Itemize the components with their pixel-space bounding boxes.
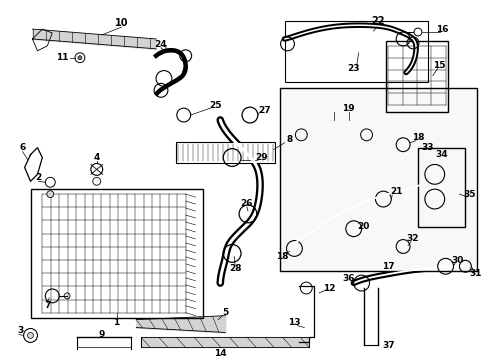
Text: 37: 37 bbox=[381, 341, 394, 350]
Text: 29: 29 bbox=[255, 153, 267, 162]
Text: 4: 4 bbox=[93, 153, 100, 162]
Circle shape bbox=[47, 191, 54, 198]
Text: 36: 36 bbox=[342, 274, 354, 283]
Text: 21: 21 bbox=[389, 186, 402, 195]
Text: 13: 13 bbox=[287, 318, 300, 327]
Text: 18: 18 bbox=[411, 133, 423, 142]
Text: 15: 15 bbox=[432, 61, 445, 70]
Text: 22: 22 bbox=[371, 16, 385, 26]
Circle shape bbox=[78, 56, 82, 60]
Text: 24: 24 bbox=[154, 40, 167, 49]
Bar bbox=[284, 21, 427, 82]
Bar bbox=[386, 41, 447, 112]
Text: 14: 14 bbox=[214, 349, 226, 358]
Text: 2: 2 bbox=[35, 173, 41, 182]
Text: 3: 3 bbox=[18, 326, 24, 335]
Text: 11: 11 bbox=[56, 53, 68, 62]
Text: 5: 5 bbox=[222, 308, 228, 317]
Text: 28: 28 bbox=[228, 264, 241, 273]
Bar bbox=[176, 142, 274, 163]
Text: 33: 33 bbox=[421, 143, 433, 152]
Text: 25: 25 bbox=[209, 101, 221, 110]
Text: 1: 1 bbox=[113, 318, 120, 327]
Bar bbox=[417, 148, 465, 227]
Text: 20: 20 bbox=[357, 222, 369, 231]
Text: 7: 7 bbox=[44, 301, 50, 310]
Text: 32: 32 bbox=[406, 234, 418, 243]
Text: 34: 34 bbox=[434, 150, 447, 159]
Text: 23: 23 bbox=[347, 64, 359, 73]
Text: 27: 27 bbox=[258, 105, 270, 114]
Text: 12: 12 bbox=[322, 284, 335, 293]
Circle shape bbox=[27, 333, 33, 338]
Text: 10: 10 bbox=[115, 18, 128, 28]
Text: 9: 9 bbox=[98, 330, 104, 339]
Text: 19: 19 bbox=[342, 104, 354, 113]
Text: 30: 30 bbox=[450, 256, 463, 265]
Text: 8: 8 bbox=[286, 135, 292, 144]
Text: 6: 6 bbox=[20, 143, 26, 152]
Bar bbox=[30, 189, 203, 318]
Text: 35: 35 bbox=[462, 190, 475, 199]
Text: 26: 26 bbox=[240, 199, 253, 208]
Text: 18: 18 bbox=[276, 252, 288, 261]
Bar bbox=[279, 88, 476, 271]
Text: 17: 17 bbox=[381, 262, 394, 271]
Text: 31: 31 bbox=[468, 269, 481, 278]
Text: 16: 16 bbox=[435, 24, 448, 33]
